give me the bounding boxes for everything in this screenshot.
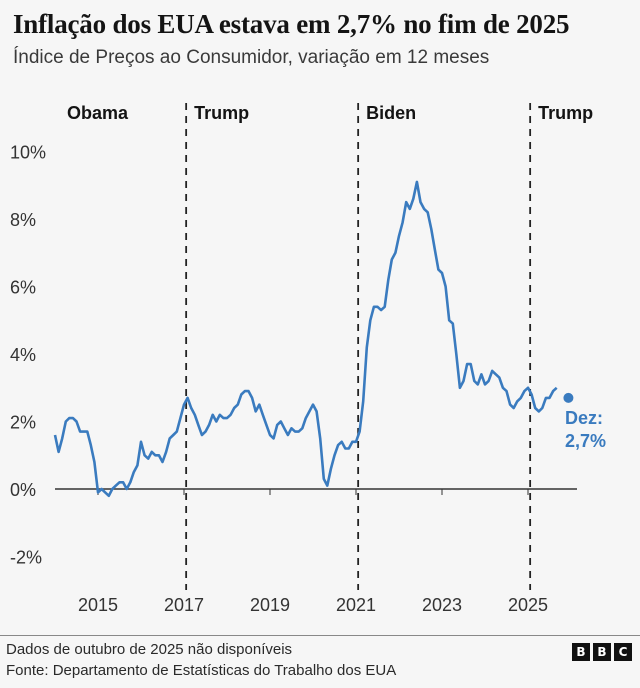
x-tick-label: 2019 bbox=[250, 595, 290, 615]
bbc-logo-letter: B bbox=[572, 643, 590, 661]
period-label: Obama bbox=[67, 103, 129, 123]
footer-divider bbox=[0, 635, 640, 636]
footer-note: Dados de outubro de 2025 não disponíveis bbox=[6, 641, 293, 658]
x-tick-label: 2021 bbox=[336, 595, 376, 615]
chart-subtitle: Índice de Preços ao Consumidor, variação… bbox=[13, 47, 490, 68]
bbc-logo-letter: C bbox=[614, 643, 632, 661]
y-tick-label: 8% bbox=[10, 210, 36, 230]
x-tick-label: 2023 bbox=[422, 595, 462, 615]
y-tick-label: 0% bbox=[10, 480, 36, 500]
point-label: 2,7% bbox=[565, 431, 606, 451]
y-tick-label: 10% bbox=[10, 143, 46, 163]
point-label: Dez: bbox=[565, 408, 603, 428]
chart-title: Inflação dos EUA estava em 2,7% no fim d… bbox=[13, 9, 570, 39]
x-tick-label: 2017 bbox=[164, 595, 204, 615]
y-tick-label: 6% bbox=[10, 278, 36, 298]
x-tick-label: 2015 bbox=[78, 595, 118, 615]
footer-source: Fonte: Departamento de Estatísticas do T… bbox=[6, 662, 397, 679]
period-label: Trump bbox=[538, 103, 593, 123]
cpi-series-line bbox=[53, 180, 558, 498]
period-label: Biden bbox=[366, 103, 416, 123]
bbc-logo-letter: B bbox=[593, 643, 611, 661]
y-tick-label: 4% bbox=[10, 345, 36, 365]
y-tick-label: 2% bbox=[10, 413, 36, 433]
x-tick-label: 2025 bbox=[508, 595, 548, 615]
period-label: Trump bbox=[194, 103, 249, 123]
y-tick-label: -2% bbox=[10, 548, 42, 568]
december-point bbox=[563, 392, 574, 403]
line-chart: 10% 8% 6% 4% 2% 0% -2% 2015 2017 2019 2021 2023 2025… bbox=[10, 103, 606, 615]
bbc-logo: B B C bbox=[572, 643, 632, 661]
